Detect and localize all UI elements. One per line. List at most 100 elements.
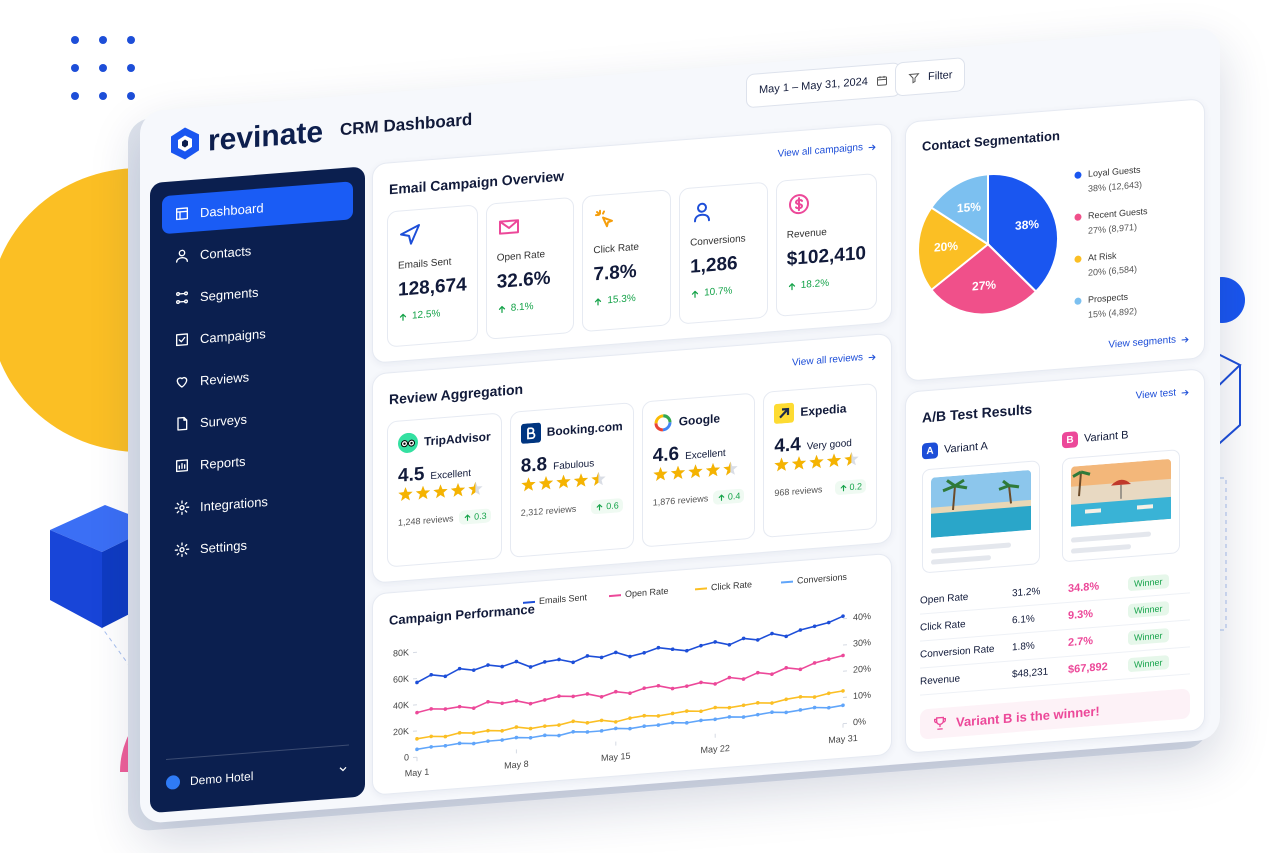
view-link[interactable]: View all reviews xyxy=(792,351,877,369)
star-rating xyxy=(774,451,859,472)
icon xyxy=(498,219,519,235)
series-point xyxy=(543,724,547,728)
review-card: Google 4.6 Excellent 1,876 reviews 0.4 xyxy=(641,392,756,548)
series-point xyxy=(685,648,689,653)
series-point xyxy=(543,698,547,702)
nav-item[interactable]: Dashboard xyxy=(162,181,353,235)
review-card: Booking.com 8.8 Fabulous 2,312 reviews 0.6 xyxy=(509,402,634,558)
rating-label: Very good xyxy=(806,437,852,453)
series-point xyxy=(756,712,760,717)
source-logo xyxy=(654,414,672,432)
metric-change: 10.7% xyxy=(690,283,757,299)
legend-label: Click Rate xyxy=(711,579,752,592)
series-point xyxy=(841,703,845,708)
y2-tick-label: 30% xyxy=(853,637,871,648)
legend-label: Open Rate xyxy=(625,586,668,599)
view-link[interactable]: View all campaigns xyxy=(778,141,877,160)
series-point xyxy=(685,684,689,688)
view-link[interactable]: View test xyxy=(1136,386,1190,402)
variant-b-value: $67,892 xyxy=(1068,660,1108,676)
legend-label: Loyal Guests xyxy=(1088,165,1141,179)
icon xyxy=(176,249,188,263)
series-point xyxy=(713,640,718,644)
series-point xyxy=(514,725,519,729)
variant-b-value: 34.8% xyxy=(1068,580,1100,595)
series-point xyxy=(557,723,561,727)
account[interactable]: Demo Hotel xyxy=(166,744,349,790)
nav-item[interactable]: Segments xyxy=(162,265,353,318)
icon xyxy=(176,207,188,221)
icon xyxy=(399,313,407,321)
date-picker[interactable]: May 1 – May 31, 2024 xyxy=(746,62,901,109)
nav-label: Contacts xyxy=(200,242,252,262)
variant-badge: A xyxy=(922,442,938,460)
legend-detail: 27% (8,971) xyxy=(1088,222,1137,236)
logo[interactable]: revinate xyxy=(170,116,323,162)
view-link[interactable]: View segments xyxy=(1108,333,1190,351)
change-value: 8.1% xyxy=(510,301,534,314)
icon xyxy=(718,494,725,501)
nav-item[interactable]: Campaigns xyxy=(162,307,353,360)
series-point xyxy=(670,686,675,691)
icon xyxy=(498,305,505,313)
nav-item[interactable]: Contacts xyxy=(162,223,353,276)
nav-item[interactable]: Integrations xyxy=(162,475,353,528)
series-point xyxy=(415,747,419,752)
series-point xyxy=(614,726,618,731)
metric-card: Click Rate 7.8% 15.3% xyxy=(582,189,672,333)
change-value: 15.3% xyxy=(607,292,636,307)
series-point xyxy=(827,691,831,696)
icon xyxy=(400,224,420,245)
review-head: TripAdvisor xyxy=(398,426,491,453)
nav-item[interactable]: Reviews xyxy=(162,349,353,402)
legend-swatch xyxy=(781,580,793,584)
pie-chart: Contact Segmentation 38% 27% 20% 15% Loyal Gu… xyxy=(917,128,1148,320)
series-point xyxy=(642,686,647,690)
series-point xyxy=(457,741,462,746)
series-point xyxy=(486,663,490,667)
nav-item[interactable]: Surveys xyxy=(162,391,353,444)
series-point xyxy=(500,729,504,733)
nav-label: Integrations xyxy=(200,493,268,514)
pie-slice xyxy=(917,206,990,292)
variant-label: Variant A xyxy=(944,440,988,456)
nav-list: Dashboard Contacts Segments Campaigns Review… xyxy=(150,166,365,589)
source-name: Google xyxy=(678,411,721,429)
series-point xyxy=(713,717,718,722)
placeholder-line xyxy=(1071,544,1131,554)
filter-button[interactable]: Filter xyxy=(895,57,966,97)
arrow-icon xyxy=(1181,336,1189,343)
series-point xyxy=(642,713,647,718)
source-name: Booking.com xyxy=(546,419,623,439)
nav-label: Reviews xyxy=(200,368,250,388)
series-point xyxy=(756,701,760,705)
nav-item[interactable]: Settings xyxy=(162,517,353,570)
brand: revinate xyxy=(208,115,324,158)
legend-detail: 15% (4,892) xyxy=(1088,306,1137,320)
metric-label: Emails Sent xyxy=(398,256,452,272)
series-point xyxy=(514,735,519,740)
review-foot: 2,312 reviews 0.6 xyxy=(521,498,623,520)
review-count: 2,312 reviews xyxy=(520,503,577,519)
metric-card: Open Rate 32.6% 8.1% xyxy=(485,196,575,340)
source-name: TripAdvisor xyxy=(424,429,491,449)
series-point xyxy=(727,675,732,680)
review-count: 1,248 reviews xyxy=(398,513,454,528)
series-point xyxy=(443,743,448,748)
slice-label: 38% xyxy=(1015,217,1039,233)
series-point xyxy=(841,653,845,658)
series-point xyxy=(599,694,604,699)
nav-item[interactable]: Reports xyxy=(162,433,353,486)
review-foot: 1,876 reviews 0.4 xyxy=(653,488,745,509)
series-point xyxy=(614,650,618,655)
legend-label: Conversions xyxy=(797,572,847,586)
series-point xyxy=(784,666,789,670)
series-point xyxy=(514,699,519,703)
series-point xyxy=(685,721,689,725)
metric-value: 7.8% xyxy=(593,260,637,286)
series-point xyxy=(827,620,831,625)
series-point xyxy=(798,628,803,632)
variant-label: Variant B xyxy=(1084,429,1129,445)
change-value: 0.2 xyxy=(849,481,863,493)
review-change: 0.6 xyxy=(591,498,623,515)
